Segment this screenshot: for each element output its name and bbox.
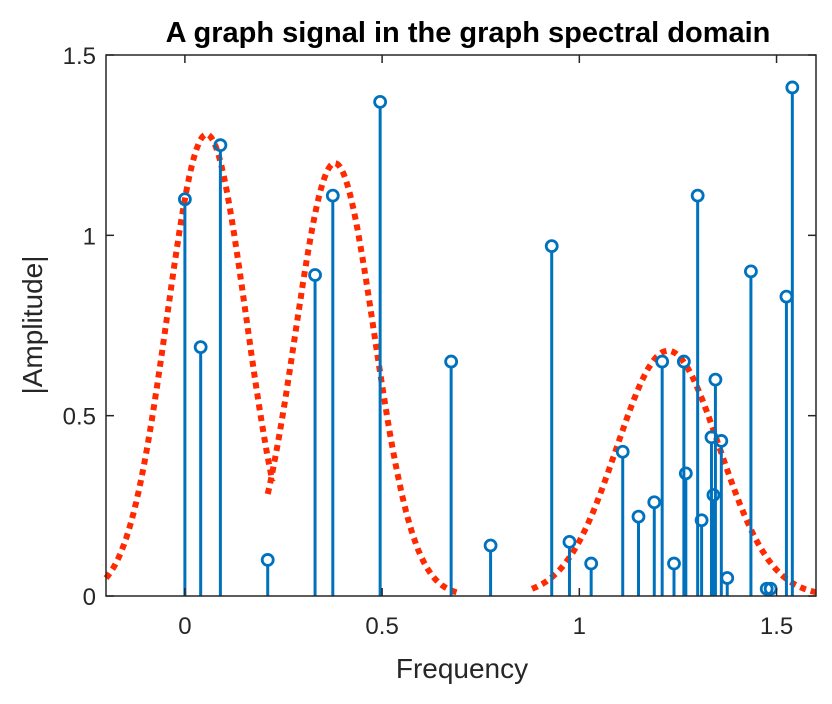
x-tick-label: 0 bbox=[178, 613, 191, 640]
y-tick-label: 0.5 bbox=[63, 404, 96, 431]
stem-marker bbox=[676, 354, 691, 369]
stem-marker bbox=[720, 571, 735, 585]
stem-point bbox=[667, 556, 681, 596]
stem-point bbox=[744, 264, 758, 596]
stem-point bbox=[325, 188, 340, 596]
stem-point bbox=[785, 80, 800, 596]
stem-point bbox=[714, 434, 729, 596]
stem-marker bbox=[779, 289, 794, 304]
x-axis-label: Frequency bbox=[396, 653, 528, 684]
x-tick-label: 1 bbox=[573, 613, 586, 640]
filter-curve-3 bbox=[530, 347, 817, 596]
stem-point bbox=[308, 268, 322, 596]
stem-point bbox=[694, 513, 709, 596]
stem-point bbox=[676, 354, 691, 596]
stem-marker bbox=[694, 513, 709, 528]
stem-marker bbox=[193, 340, 208, 355]
stem-marker bbox=[690, 188, 705, 203]
stem-marker bbox=[678, 466, 693, 481]
stem-marker bbox=[785, 80, 800, 95]
stem-point bbox=[177, 192, 192, 596]
filter-curves bbox=[103, 131, 817, 596]
y-tick-label: 1 bbox=[83, 223, 96, 250]
stem-point bbox=[444, 354, 459, 596]
filter-curve-1 bbox=[103, 131, 276, 580]
stem-marker bbox=[708, 372, 723, 387]
y-tick-label: 0 bbox=[83, 584, 96, 611]
stem-marker bbox=[667, 556, 681, 571]
stem-marker bbox=[655, 354, 670, 369]
stem-point bbox=[690, 188, 705, 596]
stem-marker bbox=[615, 444, 630, 459]
stem-marker bbox=[325, 188, 340, 203]
y-tick-label: 1.5 bbox=[63, 43, 96, 70]
stem-point bbox=[706, 488, 721, 596]
stem-marker bbox=[177, 192, 192, 207]
stem-point bbox=[647, 495, 662, 596]
stem-point bbox=[615, 444, 630, 596]
stem-point bbox=[631, 509, 646, 596]
stem-marker bbox=[562, 535, 577, 549]
stem-marker bbox=[647, 495, 662, 510]
stem-point bbox=[678, 466, 693, 596]
stem-point bbox=[720, 571, 735, 596]
stem-series bbox=[177, 80, 800, 596]
stem-marker bbox=[308, 268, 322, 282]
stem-point bbox=[584, 556, 599, 596]
stem-marker bbox=[584, 556, 599, 571]
stem-point bbox=[544, 239, 559, 596]
x-tick-label: 0.5 bbox=[365, 613, 398, 640]
stem-marker bbox=[213, 138, 228, 153]
stem-marker bbox=[444, 354, 459, 369]
stem-marker bbox=[544, 239, 559, 254]
stem-point bbox=[655, 354, 670, 596]
stem-marker bbox=[373, 94, 388, 109]
stem-point bbox=[193, 340, 208, 596]
stem-marker bbox=[744, 264, 758, 279]
stem-point bbox=[483, 538, 498, 596]
filter-curve-2 bbox=[264, 160, 458, 596]
stem-marker bbox=[631, 509, 646, 524]
stem-point bbox=[779, 289, 794, 596]
x-tick-label: 1.5 bbox=[760, 613, 793, 640]
y-axis-label: |Amplitude| bbox=[17, 255, 48, 394]
axes: 0 0.5 1 1.5 0 0.5 1 1.5 bbox=[63, 43, 817, 640]
stem-point bbox=[260, 553, 275, 596]
stem-point bbox=[708, 372, 723, 596]
stem-marker bbox=[706, 488, 721, 502]
stem-marker bbox=[260, 553, 275, 567]
stem-point bbox=[562, 535, 577, 596]
chart-title: A graph signal in the graph spectral dom… bbox=[166, 17, 771, 49]
plot-box bbox=[105, 54, 817, 597]
stem-point bbox=[213, 138, 228, 596]
stem-point bbox=[373, 94, 388, 596]
stem-marker bbox=[483, 538, 498, 553]
stem-marker bbox=[714, 434, 729, 448]
